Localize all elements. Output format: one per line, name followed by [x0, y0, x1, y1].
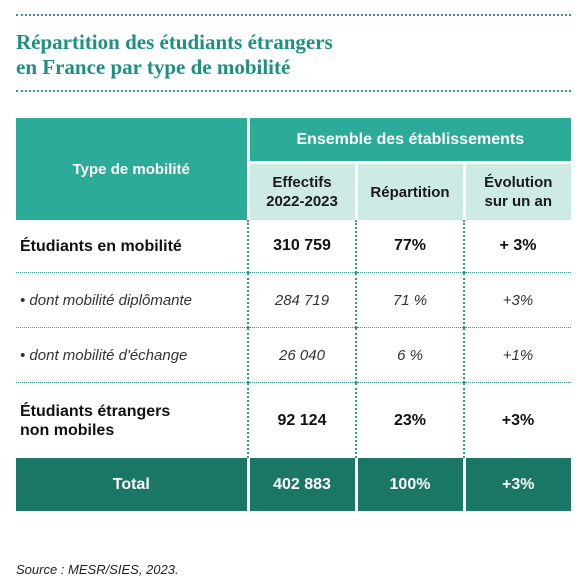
header-row-sub: Effectifs 2022-2023 Répartition Évolutio… [16, 162, 572, 220]
header-type-cell: Type de mobilité [16, 118, 250, 220]
title-line-2: en France par type de mobilité [16, 55, 291, 79]
cell-repartition: 6 % [355, 327, 464, 383]
row-label-line1: Étudiants étrangers [20, 402, 171, 420]
header-evolution: Évolution sur un an [464, 162, 572, 220]
title-block: Répartition des étudiants étrangers en F… [16, 14, 571, 92]
header-group-label: Ensemble des établissements [296, 130, 525, 148]
cell-evolution: +3% [462, 272, 572, 328]
total-label: Total [16, 458, 248, 511]
header-repartition-label: Répartition [370, 183, 450, 201]
header-effectifs-line2: 2022-2023 [266, 193, 338, 210]
table-row: Étudiants en mobilité 310 759 77% + 3% [16, 220, 572, 273]
cell-effectifs: 284 719 [247, 272, 356, 328]
header-effectifs-line1: Effectifs [272, 174, 332, 191]
cell-evolution: +3% [462, 382, 572, 458]
title-line-1: Répartition des étudiants étrangers [16, 30, 333, 54]
cell-effectifs: 310 759 [247, 220, 356, 273]
total-row: Total 402 883 100% +3% [16, 458, 572, 511]
row-label: Étudiants étrangers non mobiles [16, 383, 248, 459]
table-row: • dont mobilité d'échange 26 040 6 % +1% [16, 327, 572, 383]
cell-effectifs: 26 040 [247, 327, 356, 383]
cell-repartition: 23% [355, 382, 464, 458]
row-label-line2: non mobiles [20, 421, 115, 439]
header-type-label: Type de mobilité [72, 160, 190, 178]
table-row: • dont mobilité diplômante 284 719 71 % … [16, 272, 572, 328]
cell-repartition: 71 % [355, 272, 464, 328]
cell-evolution: + 3% [462, 220, 572, 273]
row-label: • dont mobilité diplômante [16, 272, 248, 328]
header-group-cell: Ensemble des établissements [248, 118, 572, 164]
header-evolution-line2: sur un an [484, 193, 553, 210]
header-evolution-line1: Évolution [484, 174, 553, 191]
cell-evolution: +1% [462, 327, 572, 383]
table-row: Étudiants étrangers non mobiles 92 124 2… [16, 382, 572, 459]
row-label: • dont mobilité d'échange [16, 327, 248, 383]
title-top-divider [16, 14, 571, 16]
header-repartition: Répartition [356, 162, 466, 220]
page-title: Répartition des étudiants étrangers en F… [16, 16, 571, 90]
header-effectifs: Effectifs 2022-2023 [248, 162, 358, 220]
total-evolution: +3% [462, 458, 572, 511]
total-effectifs: 402 883 [246, 458, 356, 511]
cell-effectifs: 92 124 [247, 382, 356, 458]
total-repartition: 100% [354, 458, 464, 511]
row-label: Étudiants en mobilité [16, 220, 248, 273]
mobility-table: Type de mobilité Ensemble des établissem… [16, 118, 572, 511]
cell-repartition: 77% [355, 220, 464, 273]
header-row-group: Type de mobilité Ensemble des établissem… [16, 118, 572, 220]
source-note: Source : MESR/SIES, 2023. [16, 562, 179, 577]
title-bottom-divider [16, 90, 571, 92]
